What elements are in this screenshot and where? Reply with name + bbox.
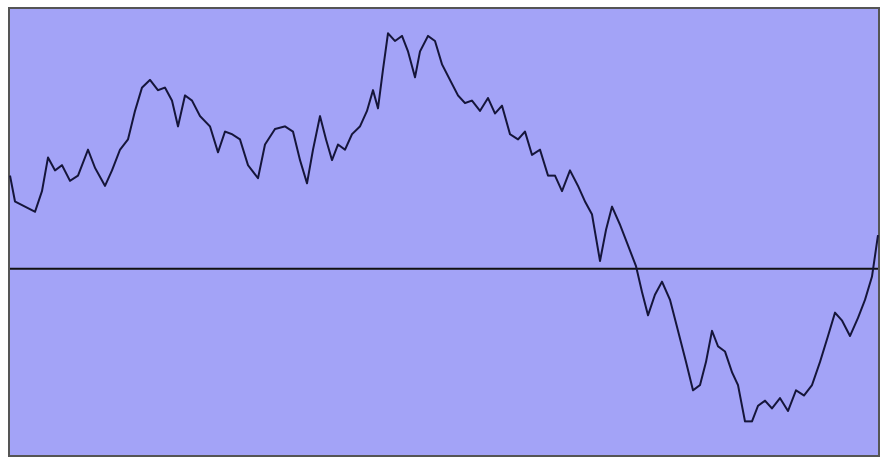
data-line: [9, 32, 879, 423]
plot-background: [8, 7, 880, 457]
